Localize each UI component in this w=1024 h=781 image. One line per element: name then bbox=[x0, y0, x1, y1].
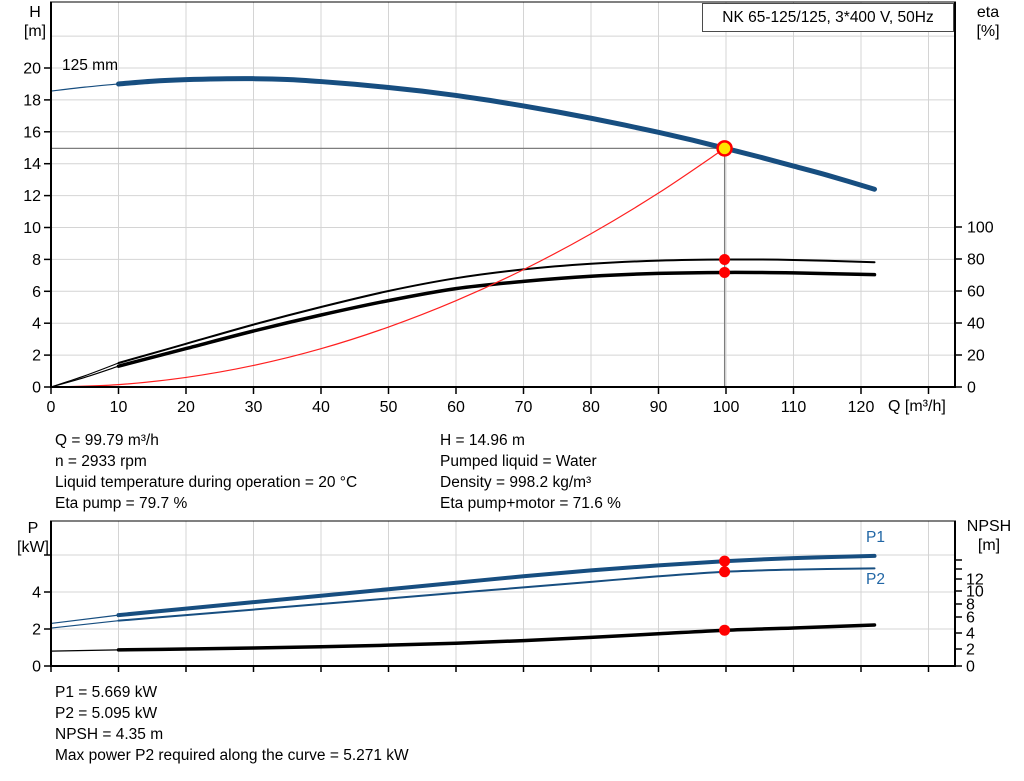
q-tick-label: 40 bbox=[312, 399, 330, 416]
info-line: Eta pump+motor = 71.6 % bbox=[440, 495, 621, 512]
h-tick-label: 10 bbox=[23, 220, 41, 237]
p2-curve-label: P2 bbox=[866, 571, 885, 588]
eta-pump-curve bbox=[117, 258, 876, 364]
h-tick-label: 2 bbox=[32, 348, 41, 365]
eta-axis-label: eta [%] bbox=[962, 3, 1014, 41]
q-tick-label: 20 bbox=[177, 399, 195, 416]
npsh-axis-title: NPSH bbox=[966, 518, 1012, 535]
efficiency-duty-dot bbox=[719, 253, 731, 265]
p1-curve-label: P1 bbox=[866, 529, 885, 546]
duty-dot bbox=[719, 624, 731, 636]
h-tick-label: 14 bbox=[23, 156, 41, 173]
q-tick-label: 70 bbox=[515, 399, 533, 416]
info-line: P2 = 5.095 kW bbox=[55, 705, 158, 722]
eta-pump-motor-curve bbox=[116, 270, 877, 368]
eta-pump-curve bbox=[50, 362, 120, 388]
head-125mm-curve bbox=[116, 76, 877, 192]
h-tick-label: 4 bbox=[32, 316, 41, 333]
npsh-curve bbox=[116, 623, 877, 652]
h-tick-label: 16 bbox=[23, 124, 41, 141]
npsh-axis-unit: [m] bbox=[977, 537, 1001, 554]
q-axis-label: Q [m³/h] bbox=[888, 398, 946, 415]
p-tick-label: 4 bbox=[32, 585, 41, 602]
duty-dot bbox=[719, 555, 731, 567]
npsh-tick-label: 0 bbox=[966, 659, 975, 676]
info-line: Density = 998.2 kg/m³ bbox=[440, 474, 592, 491]
q-tick-label: 50 bbox=[380, 399, 398, 416]
h-axis-label: H [m] bbox=[12, 3, 58, 41]
h-tick-label: 6 bbox=[32, 284, 41, 301]
info-line: NPSH = 4.35 m bbox=[55, 726, 164, 743]
h-axis-unit: [m] bbox=[23, 23, 47, 40]
h-tick-label: 20 bbox=[23, 61, 41, 78]
info-line: H = 14.96 m bbox=[440, 432, 525, 449]
info-line: P1 = 5.669 kW bbox=[55, 684, 158, 701]
duty-point-marker bbox=[716, 140, 733, 157]
system-curve-curve bbox=[50, 147, 726, 388]
npsh-tick-label: 10 bbox=[966, 584, 984, 601]
q-tick-label: 30 bbox=[245, 399, 263, 416]
q-tick-label: 100 bbox=[713, 399, 740, 416]
h-axis-title: H bbox=[29, 4, 41, 21]
p-axis-label: P [kW] bbox=[8, 519, 58, 557]
h-tick-label: 12 bbox=[23, 188, 41, 205]
info-line: Max power P2 required along the curve = … bbox=[55, 747, 409, 764]
p-tick-label: 0 bbox=[32, 659, 41, 676]
duty-dot bbox=[719, 566, 731, 578]
h-tick-label: 8 bbox=[32, 252, 41, 269]
eta-tick-label: 20 bbox=[967, 348, 985, 365]
p1-power-curve bbox=[116, 553, 877, 618]
npsh-tick-label: 2 bbox=[966, 642, 975, 659]
info-line: n = 2933 rpm bbox=[55, 453, 147, 470]
h-tick-label: 18 bbox=[23, 92, 41, 109]
eta-tick-label: 80 bbox=[967, 252, 985, 269]
q-tick-label: 10 bbox=[110, 399, 128, 416]
npsh-axis-label: NPSH [m] bbox=[958, 517, 1020, 555]
q-tick-label: 110 bbox=[781, 399, 807, 416]
impeller-diameter-label: 125 mm bbox=[62, 57, 118, 74]
efficiency-duty-dot bbox=[719, 266, 731, 278]
duty-info-left: Q = 99.79 m³/h n = 2933 rpm Liquid tempera… bbox=[55, 430, 357, 514]
info-line: Eta pump = 79.7 % bbox=[55, 495, 188, 512]
p-tick-label: 2 bbox=[32, 622, 41, 639]
q-tick-label: 0 bbox=[47, 399, 56, 416]
p-axis-unit: [kW] bbox=[17, 539, 49, 556]
npsh-tick-label: 4 bbox=[966, 626, 975, 643]
eta-axis-unit: [%] bbox=[976, 23, 1000, 40]
q-tick-label: 90 bbox=[650, 399, 668, 416]
p1-power-curve bbox=[50, 614, 120, 625]
q-tick-label: 120 bbox=[848, 399, 875, 416]
p-axis-title: P bbox=[27, 520, 39, 537]
npsh-tick-label: 12 bbox=[966, 572, 984, 589]
q-tick-label: 80 bbox=[582, 399, 600, 416]
h-tick-label: 0 bbox=[32, 380, 41, 397]
info-line: Liquid temperature during operation = 20… bbox=[55, 474, 358, 491]
npsh-tick-label: 6 bbox=[966, 610, 975, 627]
eta-tick-label: 100 bbox=[967, 220, 994, 237]
head-125mm-curve bbox=[50, 83, 120, 92]
eta-pump-motor-curve bbox=[50, 365, 120, 388]
eta-tick-label: 40 bbox=[967, 316, 985, 333]
q-tick-label: 60 bbox=[447, 399, 465, 416]
npsh-curve bbox=[50, 649, 120, 652]
duty-info-right: H = 14.96 m Pumped liquid = Water Density … bbox=[440, 430, 621, 514]
p2-power-curve bbox=[117, 567, 876, 622]
pump-title-box: NK 65-125/125, 3*400 V, 50Hz bbox=[702, 3, 954, 32]
p2-power-curve bbox=[50, 620, 120, 629]
power-info: P1 = 5.669 kW P2 = 5.095 kW NPSH = 4.35 m M… bbox=[55, 682, 409, 766]
info-line: Pumped liquid = Water bbox=[440, 453, 597, 470]
npsh-tick-label: 8 bbox=[966, 597, 975, 614]
eta-axis-title: eta bbox=[976, 4, 1000, 21]
eta-tick-label: 60 bbox=[967, 284, 985, 301]
eta-tick-label: 0 bbox=[967, 380, 976, 397]
info-line: Q = 99.79 m³/h bbox=[55, 432, 159, 449]
